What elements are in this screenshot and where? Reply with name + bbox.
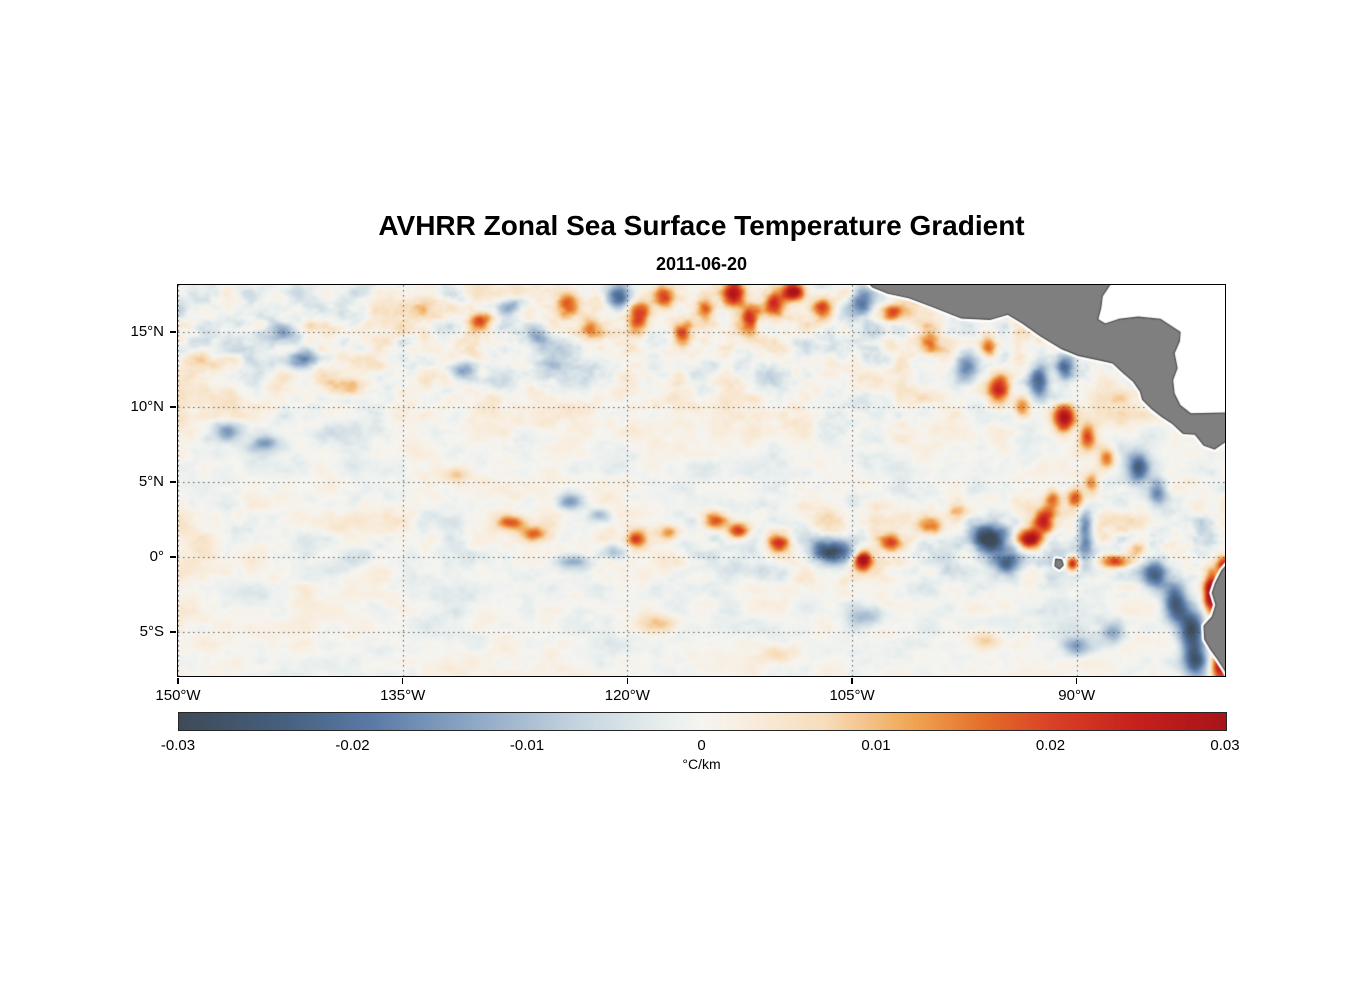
colorbar-tick-label: -0.02 [335, 737, 370, 754]
colorbar-unit-label: °C/km [682, 756, 721, 772]
colorbar-tick-label: 0.01 [861, 737, 891, 754]
x-tick-label: 90°W [1058, 687, 1096, 704]
sst-gradient-heatmap-canvas [177, 284, 1225, 676]
x-tick-label: 120°W [604, 687, 650, 704]
y-axis-tick [170, 331, 176, 333]
colorbar-tick-label: 0.03 [1210, 737, 1240, 754]
x-axis-tick [177, 678, 179, 684]
x-axis-tick [1075, 678, 1078, 684]
y-axis-tick [170, 631, 176, 633]
y-axis-tick [170, 556, 176, 558]
y-tick-label: 5°S [139, 622, 164, 640]
colorbar-tick-label: -0.01 [509, 737, 545, 754]
y-tick-label: 15°N [130, 323, 164, 341]
chart-title: AVHRR Zonal Sea Surface Temperature Grad… [378, 210, 1025, 241]
colorbar [177, 711, 1227, 731]
y-tick-label: 10°N [130, 398, 164, 416]
y-tick-label: 0° [149, 547, 164, 565]
colorbar-tick-label: 0.02 [1035, 737, 1066, 754]
colorbar-tick-label: 0 [697, 737, 706, 754]
y-tick-label: 5°N [138, 472, 164, 490]
x-axis-tick [626, 678, 629, 684]
map-axes [176, 283, 1226, 677]
x-axis-tick [401, 678, 404, 684]
x-tick-label: 105°W [829, 687, 875, 704]
chart-subtitle: 2011-06-20 [655, 254, 748, 274]
x-tick-label: 135°W [380, 687, 426, 704]
y-axis-tick [170, 406, 176, 408]
colorbar-tick-label: -0.03 [160, 737, 196, 754]
y-axis-tick [170, 481, 176, 483]
colorbar-gradient-canvas [178, 712, 1226, 730]
x-axis-tick [851, 678, 853, 684]
x-tick-label: 150°W [155, 687, 201, 704]
